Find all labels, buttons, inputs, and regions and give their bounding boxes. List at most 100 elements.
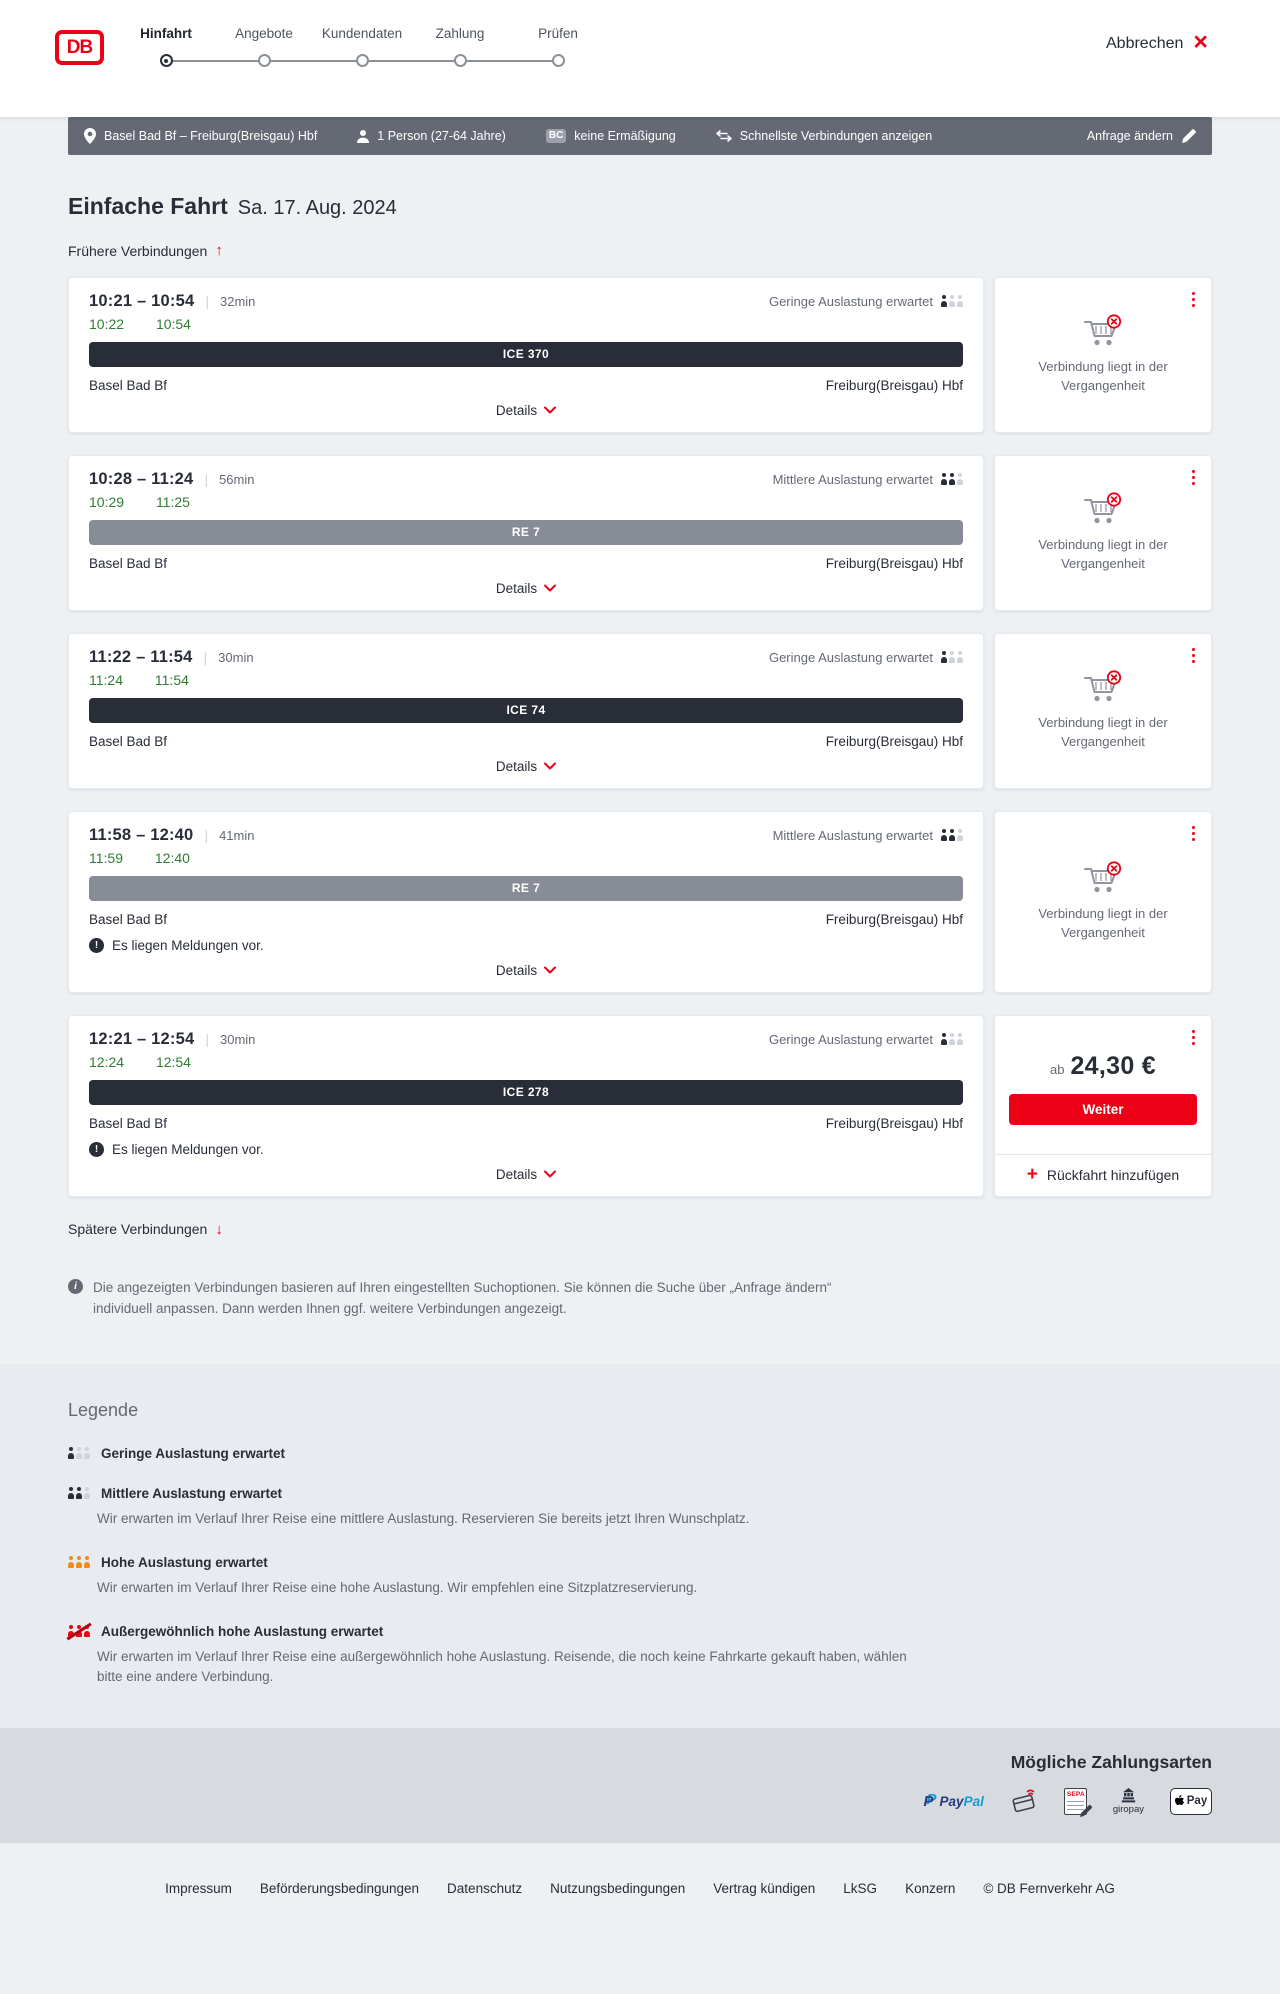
train-segment-bar[interactable]: RE 7 — [89, 519, 963, 545]
earlier-connections-link[interactable]: Frühere Verbindungen ↑ — [68, 242, 223, 259]
realtime-departure: 11:24 — [89, 671, 123, 688]
train-label: ICE 74 — [506, 703, 546, 717]
destination-station: Freiburg(Breisgau) Hbf — [825, 377, 963, 393]
occupancy-indicator: Mittlere Auslastung erwartet — [773, 472, 963, 487]
fastest-connections-label: Schnellste Verbindungen anzeigen — [739, 129, 933, 143]
details-label: Details — [495, 402, 538, 418]
realtime-departure: 11:59 — [89, 849, 123, 866]
footer-link[interactable]: Konzern — [905, 1881, 956, 1897]
footer-link[interactable]: Beförderungsbedingungen — [259, 1881, 420, 1897]
more-options-button[interactable] — [1190, 1028, 1198, 1048]
origin-station: Basel Bad Bf — [89, 555, 168, 571]
fastest-connections-toggle[interactable]: Schnellste Verbindungen anzeigen — [716, 129, 933, 143]
messages-text: Es liegen Meldungen vor. — [112, 937, 264, 953]
later-connections-link[interactable]: Spätere Verbindungen ↓ — [68, 1221, 223, 1238]
realtime-times: 12:24 12:54 — [89, 1054, 963, 1070]
stations-row: Basel Bad Bf Freiburg(Breisgau) Hbf — [89, 734, 963, 749]
details-toggle[interactable]: Details — [89, 581, 963, 596]
details-label: Details — [495, 1166, 538, 1182]
footer-link[interactable]: Nutzungsbedingungen — [550, 1881, 686, 1897]
footer-link[interactable]: LkSG — [843, 1881, 878, 1897]
db-logo[interactable]: DB — [55, 30, 104, 65]
earlier-connections-label: Frühere Verbindungen — [68, 242, 208, 259]
occupancy-icon — [68, 1487, 90, 1500]
occupancy-icon — [941, 651, 963, 663]
legend-title: Legende — [68, 1399, 139, 1420]
stepper-step[interactable]: Angebote — [215, 26, 313, 67]
train-segment-bar[interactable]: ICE 74 — [89, 697, 963, 723]
more-options-button[interactable] — [1190, 824, 1198, 844]
cart-unavailable-icon — [1084, 314, 1122, 345]
alert-icon: ! — [89, 1141, 104, 1157]
stepper-step[interactable]: Hinfahrt — [117, 26, 215, 67]
summary-passengers: 1 Person (27-64 Jahre) — [357, 129, 506, 143]
legend-item-header: Außergewöhnlich hohe Auslastung erwartet — [68, 1624, 1212, 1639]
footer-link[interactable]: Impressum — [165, 1881, 232, 1897]
stepper-step[interactable]: Kundendaten — [313, 26, 411, 67]
time-range: 11:22 – 11:54 — [89, 647, 193, 666]
destination-station: Freiburg(Breisgau) Hbf — [825, 911, 963, 927]
connection-action-card: Verbindung liegt in der Vergangenheit — [994, 276, 1212, 433]
footer-link[interactable]: Datenschutz — [447, 1881, 523, 1897]
legend-item-description: Wir erwarten im Verlauf Ihrer Reise eine… — [97, 1648, 907, 1685]
stepper-step-label: Kundendaten — [321, 26, 403, 41]
train-segment-bar[interactable]: RE 7 — [89, 875, 963, 901]
connection-action-card: Verbindung liegt in der Vergangenheit — [994, 454, 1212, 611]
train-label: ICE 278 — [502, 1085, 550, 1099]
more-options-button[interactable] — [1190, 290, 1198, 310]
add-return-button[interactable]: + Rückfahrt hinzufügen — [995, 1153, 1211, 1196]
connection-times: 10:28 – 11:24 | 56min — [89, 470, 255, 489]
legend-section: Legende Geringe Auslastung erwartet Mitt… — [0, 1363, 1280, 1729]
occupancy-indicator: Mittlere Auslastung erwartet — [773, 828, 963, 843]
details-toggle[interactable]: Details — [89, 963, 963, 978]
cancel-button[interactable]: Abbrechen × — [1106, 30, 1208, 55]
details-toggle[interactable]: Details — [89, 1167, 963, 1182]
footer-link[interactable]: Vertrag kündigen — [713, 1881, 816, 1897]
continue-button[interactable]: Weiter — [1009, 1093, 1197, 1125]
occupancy-icon — [941, 295, 963, 307]
stepper-step-dot — [551, 54, 565, 67]
occupancy-icon — [68, 1447, 90, 1460]
bahncard-icon: BC — [545, 129, 567, 143]
occupancy-icon — [941, 1033, 963, 1045]
giropay-building-icon — [1121, 1787, 1136, 1803]
summary-passengers-text: 1 Person (27-64 Jahre) — [377, 129, 506, 143]
connection-header: 10:21 – 10:54 | 32min Geringe Auslastung… — [89, 292, 963, 311]
stepper-step[interactable]: Zahlung — [411, 26, 509, 67]
duration: 30min — [220, 1031, 256, 1047]
occupancy-icon — [68, 1625, 90, 1637]
connection-row: 11:22 – 11:54 | 30min Geringe Auslastung… — [68, 632, 1212, 789]
connection-times: 11:58 – 12:40 | 41min — [89, 826, 255, 845]
stepper-step[interactable]: Prüfen — [509, 26, 607, 67]
details-toggle[interactable]: Details — [89, 759, 963, 774]
chevron-down-icon — [544, 584, 557, 592]
payments-title: Mögliche Zahlungsarten — [1010, 1752, 1212, 1773]
details-toggle[interactable]: Details — [89, 403, 963, 418]
stations-row: Basel Bad Bf Freiburg(Breisgau) Hbf — [89, 378, 963, 393]
train-segment-bar[interactable]: ICE 370 — [89, 341, 963, 367]
edit-request-label: Anfrage ändern — [1086, 129, 1173, 143]
cancel-label: Abbrechen — [1106, 34, 1184, 52]
realtime-arrival: 10:54 — [155, 315, 191, 332]
past-connection-panel: Verbindung liegt in der Vergangenheit — [995, 278, 1211, 432]
more-options-button[interactable] — [1190, 646, 1198, 666]
origin-station: Basel Bad Bf — [89, 733, 168, 749]
realtime-arrival: 11:54 — [154, 671, 189, 688]
occupancy-label: Geringe Auslastung erwartet — [768, 1031, 933, 1047]
realtime-arrival: 12:40 — [154, 849, 190, 866]
edit-request-button[interactable]: Anfrage ändern — [1087, 129, 1196, 143]
realtime-departure: 10:29 — [89, 493, 125, 510]
realtime-times: 11:59 12:40 — [89, 850, 963, 866]
stations-row: Basel Bad Bf Freiburg(Breisgau) Hbf — [89, 556, 963, 571]
connection-row: 10:21 – 10:54 | 32min Geringe Auslastung… — [68, 276, 1212, 433]
more-options-button[interactable] — [1190, 468, 1198, 488]
cart-unavailable-icon — [1084, 670, 1122, 701]
occupancy-label: Geringe Auslastung erwartet — [768, 293, 933, 309]
stations-row: Basel Bad Bf Freiburg(Breisgau) Hbf — [89, 912, 963, 927]
past-connection-panel: Verbindung liegt in der Vergangenheit — [995, 812, 1211, 992]
train-segment-bar[interactable]: ICE 278 — [89, 1079, 963, 1105]
occupancy-label: Mittlere Auslastung erwartet — [772, 471, 933, 487]
stepper-step-label: Angebote — [235, 26, 293, 41]
pencil-icon — [1079, 1804, 1092, 1817]
realtime-times: 10:22 10:54 — [89, 316, 963, 332]
